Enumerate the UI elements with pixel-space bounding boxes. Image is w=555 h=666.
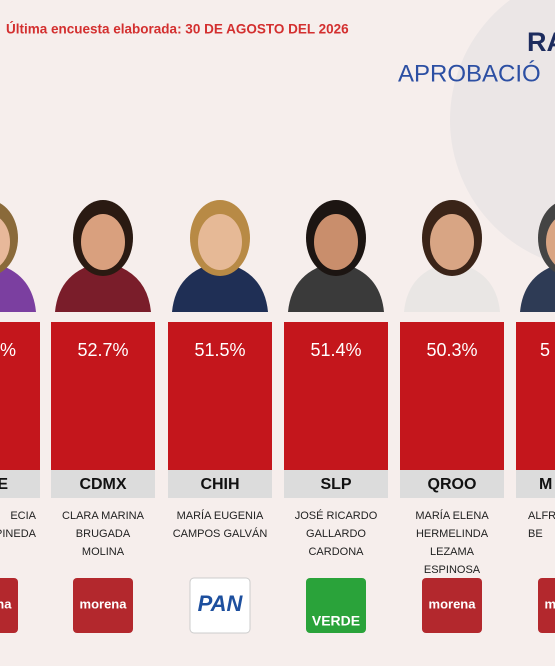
state-bar [400, 470, 504, 498]
candidate-name: BE [528, 528, 543, 540]
approval-value: 51.5% [194, 340, 245, 360]
subtitle: APROBACIÓ [398, 60, 541, 87]
photo-face [546, 219, 555, 265]
candidate-name: ALFRED [528, 510, 555, 522]
photo-face [430, 214, 474, 270]
value-box [0, 322, 40, 470]
photo-body [520, 265, 555, 312]
photo-body [0, 265, 36, 312]
candidate-name: HERMELINDA [416, 528, 489, 540]
candidate-name: ESPINOSA [424, 564, 481, 576]
title: RA [527, 27, 555, 57]
value-box [400, 322, 504, 470]
candidate-name: PINEDA [0, 528, 37, 540]
state-code: CHIH [200, 476, 239, 493]
candidate-name: LEZAMA [430, 546, 475, 558]
party-name: morena [0, 596, 12, 611]
approval-value: % [0, 340, 16, 360]
party-logo [538, 578, 555, 633]
photo-face [198, 214, 242, 270]
party-name: morena [429, 596, 477, 611]
candidate-name: ECIA [10, 510, 36, 522]
photo-body [55, 262, 151, 312]
decor-circle [450, 0, 555, 264]
party-logo [0, 578, 18, 633]
party-name: VERDE [312, 613, 360, 629]
approval-value: 52.7% [77, 340, 128, 360]
party-logo [73, 578, 133, 633]
party-logo [422, 578, 482, 633]
candidate-name: CAMPOS GALVÁN [173, 527, 268, 540]
value-box [168, 322, 272, 470]
party-name: PAN [198, 591, 244, 616]
state-code: M [539, 476, 552, 493]
party-name: morena [80, 596, 128, 611]
value-box [51, 322, 155, 470]
candidate-name: MOLINA [82, 546, 125, 558]
state-bar [51, 470, 155, 498]
photo-body [288, 262, 384, 312]
approval-value: 50.3% [426, 340, 477, 360]
candidate-name: BRUGADA [76, 528, 131, 540]
candidate-name: MARÍA ELENA [415, 509, 489, 522]
candidate-name: GALLARDO [306, 528, 366, 540]
approval-value: 51.4% [310, 340, 361, 360]
party-logo [306, 578, 366, 633]
state-bar [168, 470, 272, 498]
state-bar [284, 470, 388, 498]
state-code: QROO [428, 476, 477, 493]
photo-body [404, 262, 500, 312]
photo-face [81, 214, 125, 270]
value-box [284, 322, 388, 470]
state-bar [0, 470, 40, 498]
state-code: CDMX [79, 476, 126, 493]
photo-face [314, 214, 358, 270]
photo-face [0, 218, 10, 266]
party-name: morena [545, 596, 555, 611]
candidate-name: JOSÉ RICARDO [295, 509, 378, 522]
approval-value: 5 [540, 340, 550, 360]
state-bar [516, 470, 555, 498]
survey-date: Última encuesta elaborada: 30 DE AGOSTO … [6, 22, 349, 37]
candidate-name: CLARA MARINA [62, 510, 145, 522]
photo-body [172, 262, 268, 312]
candidate-name: MARÍA EUGENIA [177, 509, 264, 522]
candidate-name: CARDONA [308, 546, 364, 558]
value-box [516, 322, 555, 470]
party-logo [189, 577, 251, 634]
state-code: E [0, 476, 8, 493]
state-code: SLP [320, 476, 351, 493]
